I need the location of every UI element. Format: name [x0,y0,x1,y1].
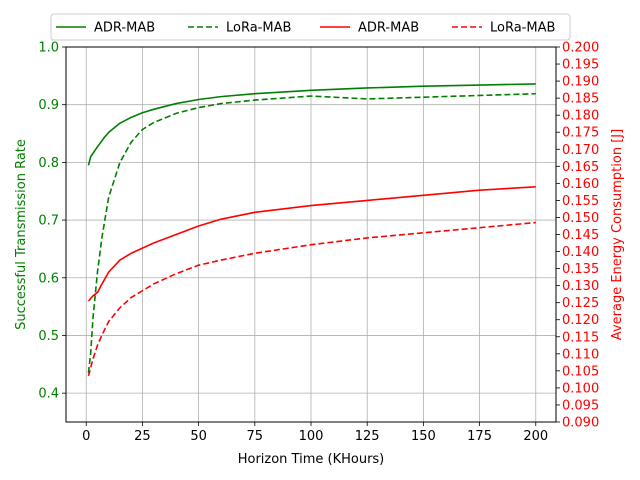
series-line-energy-adr-mab [87,185,536,302]
series-line-rate-lora-mab [87,92,536,374]
series-layer [87,83,536,377]
y-right-tick-label: 0.120 [562,313,599,328]
series-line-energy-lora-mab [87,221,536,377]
legend: ADR-MAB LoRa-MAB ADR-MAB LoRa-MAB [50,13,571,41]
y-right-tick-label: 0.115 [562,330,599,345]
y-left-axis-label: Successful Transmission Rate [14,139,29,330]
y-right-tick-label: 0.195 [562,58,599,73]
y-right-tick-label: 0.150 [562,211,599,226]
y-left-tick-label: 0.8 [38,156,59,171]
y-right-tick-label: 0.190 [562,75,599,90]
y-left-tick-label: 0.9 [38,98,59,113]
y-right-tick-label: 0.110 [562,347,599,362]
y-right-tick-label: 0.180 [562,109,599,124]
x-axis-ticks: 0 25 50 75 100 125 150 175 200 [82,422,548,444]
y-right-tick-label: 0.105 [562,364,599,379]
x-tick-label: 100 [299,429,324,444]
x-axis-label: Horizon Time (KHours) [238,452,385,467]
y-left-axis-ticks: 0.4 0.5 0.6 0.7 0.8 0.9 1.0 [38,41,66,402]
y-right-tick-label: 0.160 [562,177,599,192]
y-right-tick-label: 0.135 [562,262,599,277]
legend-label: LoRa-MAB [490,21,555,36]
legend-label: LoRa-MAB [226,21,291,36]
y-left-tick-label: 1.0 [38,41,59,56]
y-right-axis-label: Average Energy Consumption [J] [610,129,625,340]
x-tick-label: 0 [82,429,90,444]
y-left-tick-label: 0.4 [38,387,59,402]
y-right-tick-label: 0.175 [562,126,599,141]
y-right-tick-label: 0.100 [562,381,599,396]
y-right-tick-label: 0.090 [562,416,599,431]
x-tick-label: 75 [247,429,264,444]
y-right-axis-ticks: 0.090 0.095 0.100 0.105 0.110 0.115 0.120 0.125… [556,41,599,431]
y-left-tick-label: 0.7 [38,214,59,229]
y-right-tick-label: 0.145 [562,228,599,243]
y-right-tick-label: 0.185 [562,92,599,107]
y-right-tick-label: 0.170 [562,143,599,158]
x-tick-label: 25 [134,429,151,444]
grid [66,46,556,422]
series-line-rate-adr-mab [87,83,536,166]
legend-label: ADR-MAB [358,21,419,36]
y-right-tick-label: 0.200 [562,41,599,56]
y-right-tick-label: 0.125 [562,296,599,311]
y-right-tick-label: 0.130 [562,279,599,294]
y-right-tick-label: 0.095 [562,398,599,413]
x-tick-label: 50 [190,429,207,444]
y-left-tick-label: 0.5 [38,329,59,344]
y-right-tick-label: 0.155 [562,194,599,209]
x-tick-label: 175 [467,429,492,444]
y-right-tick-label: 0.140 [562,245,599,260]
x-tick-label: 150 [411,429,436,444]
y-right-tick-label: 0.165 [562,160,599,175]
legend-label: ADR-MAB [94,21,155,36]
x-tick-label: 125 [355,429,380,444]
x-tick-label: 200 [523,429,548,444]
y-left-tick-label: 0.6 [38,271,59,286]
legend-box [50,13,571,41]
